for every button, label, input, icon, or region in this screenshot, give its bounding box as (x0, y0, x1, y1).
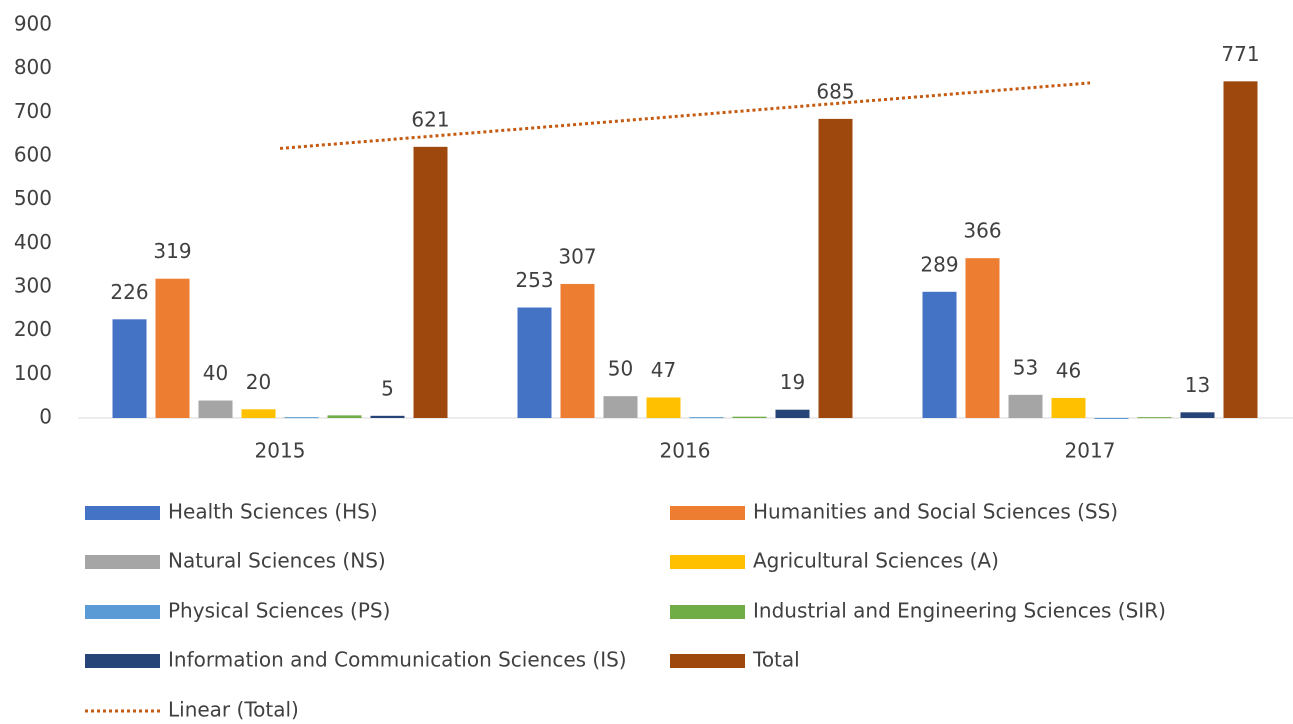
bar (284, 417, 319, 419)
bar (965, 258, 1000, 418)
data-label: 46 (1056, 358, 1081, 382)
bar (922, 291, 957, 418)
y-tick-label: 600 (14, 143, 52, 167)
x-tick-label: 2015 (255, 439, 306, 463)
bar (689, 417, 724, 419)
bar (413, 146, 448, 418)
data-label: 226 (110, 280, 148, 304)
legend-swatch (85, 654, 160, 668)
bar (1051, 397, 1086, 418)
data-label: 13 (1185, 373, 1210, 397)
data-label: 621 (411, 107, 449, 131)
bar (732, 416, 767, 418)
legend-swatch (85, 605, 160, 619)
legend-label: Humanities and Social Sciences (SS) (753, 500, 1118, 524)
x-tick-label: 2016 (660, 439, 711, 463)
legend-swatch (670, 654, 745, 668)
data-label: 319 (153, 239, 191, 263)
y-tick-label: 200 (14, 317, 52, 341)
legend-label: Agricultural Sciences (A) (753, 549, 999, 573)
legend-label: Industrial and Engineering Sciences (SIR… (753, 599, 1166, 623)
data-label: 50 (608, 357, 633, 381)
bar (327, 415, 362, 418)
y-tick-label: 100 (14, 361, 52, 385)
data-label: 19 (780, 370, 805, 394)
data-label: 366 (963, 219, 1001, 243)
bar (370, 415, 405, 418)
bar (517, 307, 552, 418)
data-label: 47 (651, 358, 676, 382)
y-tick-label: 700 (14, 99, 52, 123)
data-label: 53 (1013, 355, 1038, 379)
y-tick-label: 0 (39, 405, 52, 429)
legend-label: Information and Communication Sciences (… (168, 648, 627, 672)
y-tick-label: 300 (14, 274, 52, 298)
bar (775, 409, 810, 418)
data-label: 5 (381, 376, 394, 400)
bar (241, 409, 276, 418)
y-tick-label: 500 (14, 186, 52, 210)
legend-label: Natural Sciences (NS) (168, 549, 386, 573)
bar (198, 400, 233, 418)
legend-swatch (85, 555, 160, 569)
legend-label: Total (752, 648, 800, 672)
legend-swatch (670, 605, 745, 619)
data-label: 40 (203, 361, 228, 385)
bar (1137, 417, 1172, 419)
data-label: 307 (558, 244, 596, 268)
bar (818, 118, 853, 418)
bar (646, 397, 681, 418)
legend-swatch (670, 555, 745, 569)
trendline (279, 81, 1091, 150)
bar (1180, 412, 1215, 418)
data-label: 685 (816, 79, 854, 103)
legend-label: Physical Sciences (PS) (168, 599, 390, 623)
bar (112, 319, 147, 418)
legend-label: Linear (Total) (168, 698, 299, 722)
legend-swatch (85, 506, 160, 520)
bar (603, 396, 638, 418)
bar (1008, 394, 1043, 418)
bar (560, 283, 595, 418)
y-tick-label: 800 (14, 55, 52, 79)
data-label: 253 (515, 268, 553, 292)
x-tick-label: 2017 (1065, 439, 1116, 463)
legend-label: Health Sciences (HS) (168, 500, 378, 524)
bar (1223, 81, 1258, 418)
y-tick-label: 900 (14, 12, 52, 36)
legend-swatch (670, 506, 745, 520)
data-label: 289 (920, 252, 958, 276)
data-label: 771 (1221, 42, 1259, 66)
y-tick-label: 400 (14, 230, 52, 254)
data-label: 20 (246, 370, 271, 394)
bar (155, 278, 190, 418)
bar (1094, 418, 1129, 419)
